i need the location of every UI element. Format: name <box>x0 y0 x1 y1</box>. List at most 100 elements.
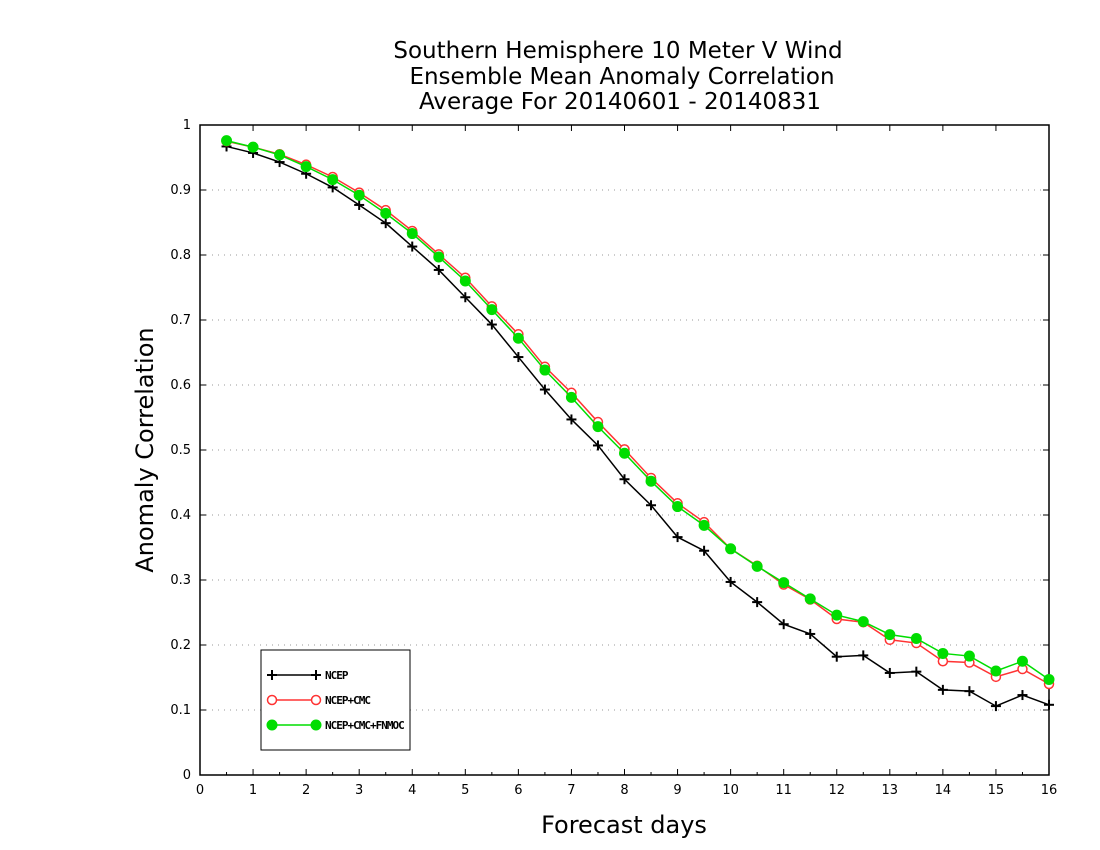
data-point-s0-6 <box>380 218 391 229</box>
data-point-s2-12 <box>539 364 551 376</box>
data-point-s0-21 <box>778 619 789 630</box>
x-tick-label-4: 4 <box>408 783 416 798</box>
y-tick-label-1: 0.1 <box>170 703 191 718</box>
data-point-s0-7 <box>407 241 418 252</box>
y-tick-label-2: 0.2 <box>170 638 191 653</box>
data-point-s0-11 <box>513 352 524 363</box>
x-tick-label-13: 13 <box>882 783 899 798</box>
data-point-s0-30 <box>1017 690 1028 701</box>
data-point-s2-30 <box>1016 655 1028 667</box>
legend-marker-right-1 <box>310 694 322 706</box>
data-point-s0-10 <box>486 319 497 330</box>
data-point-s2-4 <box>327 174 339 186</box>
data-point-s0-9 <box>460 292 471 303</box>
data-point-s2-15 <box>619 447 630 459</box>
data-point-s2-21 <box>778 577 790 589</box>
data-point-s0-29 <box>990 701 1001 712</box>
legend: NCEP NCEP+CMC NCEP+CMC+FNMOC <box>260 649 411 751</box>
data-point-s2-6 <box>380 207 392 219</box>
y-tick-label-5: 0.5 <box>170 443 191 458</box>
data-point-s2-20 <box>751 560 763 572</box>
data-point-s2-17 <box>672 501 684 513</box>
x-tick-label-1: 1 <box>249 783 257 798</box>
legend-marker-right-0 <box>311 670 321 680</box>
x-axis-label: Forecast days <box>541 811 707 839</box>
data-point-s2-10 <box>486 304 498 316</box>
data-point-s2-24 <box>857 616 869 628</box>
data-point-s0-8 <box>433 264 444 275</box>
x-tick-label-14: 14 <box>935 783 952 798</box>
data-point-s2-9 <box>459 275 471 287</box>
data-point-s2-14 <box>592 421 604 433</box>
x-tick-label-16: 16 <box>1041 783 1058 798</box>
data-point-s2-31 <box>1043 673 1055 685</box>
data-point-s2-2 <box>274 149 286 161</box>
data-point-s2-19 <box>725 543 737 555</box>
x-tick-label-0: 0 <box>196 783 204 798</box>
series-1 <box>221 136 1055 690</box>
series-layer <box>221 135 1055 712</box>
data-point-s2-3 <box>300 161 312 173</box>
y-tick-label-3: 0.3 <box>170 573 191 588</box>
x-tick-label-9: 9 <box>673 783 681 798</box>
data-point-s2-8 <box>433 251 445 263</box>
data-point-s0-22 <box>805 628 816 639</box>
data-point-s0-19 <box>725 576 736 587</box>
data-point-s0-12 <box>539 384 550 395</box>
legend-marker-left-2 <box>266 719 278 731</box>
data-point-s0-5 <box>354 199 365 210</box>
y-tick-label-7: 0.7 <box>170 313 191 328</box>
data-point-s0-20 <box>752 597 763 608</box>
series-2 <box>221 135 1055 685</box>
data-point-s0-26 <box>911 666 922 677</box>
data-point-s2-7 <box>406 228 418 240</box>
data-point-s0-14 <box>592 440 603 451</box>
data-point-s2-18 <box>698 519 710 531</box>
x-axis-ticks: 0 1 2 3 4 5 6 7 8 9 10 11 12 13 14 15 16 <box>196 125 1057 798</box>
y-tick-label-8: 0.8 <box>170 248 191 263</box>
legend-marker-left-0 <box>267 670 277 680</box>
data-point-s2-11 <box>512 332 524 344</box>
data-point-s2-28 <box>963 650 975 662</box>
legend-marker-right-2 <box>310 719 322 731</box>
chart-title-line-2: Ensemble Mean Anomaly Correlation <box>409 64 834 90</box>
series-line-2 <box>226 139 1050 681</box>
legend-label-2: NCEP+CMC+FNMOC <box>325 719 404 732</box>
x-tick-label-15: 15 <box>988 783 1005 798</box>
x-tick-label-7: 7 <box>567 783 575 798</box>
series-line-1 <box>226 140 1050 685</box>
y-axis-ticks: 0 0.1 0.2 0.3 0.4 0.5 0.6 0.7 0.8 0.9 1 <box>170 118 1049 783</box>
data-point-s2-22 <box>804 593 816 605</box>
data-point-s2-13 <box>565 391 577 403</box>
data-point-s0-18 <box>699 545 710 556</box>
y-tick-label-0: 0 <box>183 768 191 783</box>
data-point-s0-27 <box>937 684 948 695</box>
x-tick-label-12: 12 <box>828 783 845 798</box>
data-point-s2-16 <box>645 475 657 487</box>
legend-label-0: NCEP <box>325 669 349 682</box>
legend-label-1: NCEP+CMC <box>325 694 370 707</box>
x-tick-label-8: 8 <box>620 783 628 798</box>
data-point-s0-17 <box>672 532 683 543</box>
y-tick-label-6: 0.6 <box>170 378 191 393</box>
data-point-s2-27 <box>937 647 949 659</box>
chart-title: Southern Hemisphere 10 Meter V Wind Ense… <box>393 38 842 115</box>
series-line-0 <box>226 145 1050 707</box>
data-point-s0-24 <box>858 650 869 661</box>
x-tick-label-6: 6 <box>514 783 522 798</box>
y-tick-label-9: 0.9 <box>170 183 191 198</box>
data-point-s0-15 <box>619 474 630 485</box>
data-point-s0-16 <box>646 500 657 511</box>
data-point-s2-1 <box>247 141 259 153</box>
x-tick-label-5: 5 <box>461 783 469 798</box>
chart-title-line-1: Southern Hemisphere 10 Meter V Wind <box>393 38 842 64</box>
series-0 <box>221 141 1054 712</box>
x-tick-label-11: 11 <box>775 783 792 798</box>
x-tick-label-10: 10 <box>722 783 739 798</box>
y-tick-label-10: 1 <box>183 118 191 133</box>
x-tick-label-2: 2 <box>302 783 310 798</box>
data-point-s2-29 <box>990 665 1002 677</box>
legend-marker-left-1 <box>266 694 278 706</box>
data-point-s0-31 <box>1044 699 1054 710</box>
